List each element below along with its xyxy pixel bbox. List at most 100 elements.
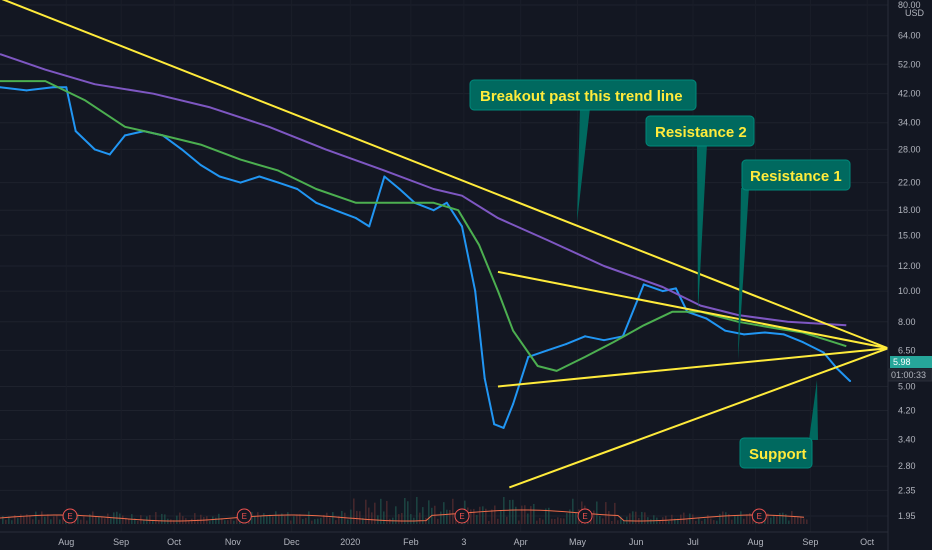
volume-bar bbox=[617, 520, 619, 524]
volume-bar bbox=[41, 511, 43, 524]
price-point bbox=[445, 201, 448, 204]
volume-bar bbox=[512, 499, 514, 524]
price-point bbox=[25, 89, 28, 92]
x-tick-label: Nov bbox=[225, 537, 242, 547]
volume-bar bbox=[323, 515, 325, 524]
volume-bar bbox=[545, 508, 547, 524]
volume-bar bbox=[533, 503, 535, 524]
svg-text:E: E bbox=[582, 512, 587, 521]
volume-bar bbox=[128, 518, 130, 524]
volume-bar bbox=[635, 511, 637, 524]
callout-breakout[interactable]: Breakout past this trend line bbox=[469, 79, 697, 222]
earnings-marker[interactable]: E bbox=[577, 508, 593, 524]
volume-bar bbox=[287, 512, 289, 524]
volume-bar bbox=[254, 516, 256, 524]
volume-bar bbox=[380, 498, 382, 524]
volume-bar bbox=[677, 518, 679, 524]
volume-bar bbox=[554, 518, 556, 524]
volume-bar bbox=[107, 513, 109, 524]
volume-bar bbox=[197, 519, 199, 524]
trend-line-3[interactable] bbox=[497, 347, 889, 388]
price-point bbox=[493, 423, 496, 426]
volume-bar bbox=[320, 517, 322, 524]
price-point bbox=[849, 380, 852, 383]
trend-line-4[interactable] bbox=[508, 347, 889, 489]
volume-bar bbox=[212, 516, 214, 524]
callout-support-text: Support bbox=[749, 446, 807, 463]
volume-bar bbox=[347, 519, 349, 524]
volume-bar bbox=[629, 513, 631, 524]
earnings-marker[interactable]: E bbox=[236, 508, 252, 524]
volume-bar bbox=[446, 509, 448, 524]
volume-bar bbox=[29, 515, 31, 524]
callout-resistance1[interactable]: Resistance 1 bbox=[738, 159, 851, 360]
price-point bbox=[602, 339, 605, 342]
volume-bar bbox=[707, 514, 709, 524]
volume-bar bbox=[14, 515, 16, 524]
x-tick-label: Aug bbox=[58, 537, 74, 547]
volume-bar bbox=[389, 518, 391, 524]
price-point bbox=[743, 333, 746, 336]
volume-bar bbox=[422, 507, 424, 524]
volume-bar bbox=[200, 514, 202, 524]
volume-bar bbox=[668, 520, 670, 524]
y-tick-label: 10.00 bbox=[898, 286, 921, 296]
volume-bar bbox=[251, 511, 253, 524]
price-point bbox=[763, 331, 766, 334]
volume-bar bbox=[152, 519, 154, 524]
callout-resistance2[interactable]: Resistance 2 bbox=[645, 115, 755, 312]
y-tick-label: 80.00 bbox=[898, 0, 921, 10]
volume-bar bbox=[182, 516, 184, 524]
volume-bar bbox=[2, 516, 4, 524]
volume-bar bbox=[122, 515, 124, 524]
volume-bar bbox=[419, 512, 421, 524]
volume-bar bbox=[737, 515, 739, 524]
price-point bbox=[354, 217, 357, 220]
volume-bar bbox=[158, 520, 160, 524]
volume-bar bbox=[449, 509, 451, 524]
callout-support[interactable]: Support bbox=[739, 380, 818, 469]
volume-bar bbox=[452, 498, 454, 524]
volume-bar bbox=[260, 516, 262, 524]
earnings-marker[interactable]: E bbox=[454, 508, 470, 524]
volume-bar bbox=[92, 511, 94, 524]
price-point bbox=[502, 426, 505, 429]
volume-bar bbox=[164, 514, 166, 524]
volume-bar bbox=[437, 518, 439, 524]
price-point bbox=[65, 86, 68, 89]
volume-bar bbox=[338, 516, 340, 524]
earnings-marker[interactable]: E bbox=[751, 508, 767, 524]
volume-bar bbox=[176, 515, 178, 524]
volume-bar bbox=[800, 517, 802, 524]
volume-bar bbox=[224, 520, 226, 524]
price-point bbox=[398, 188, 401, 191]
price-axis[interactable]: 80.00 64.00 52.00 42.00 34.00 28.00 22.00 18.00… bbox=[898, 0, 921, 521]
trend-line-2[interactable] bbox=[497, 270, 889, 350]
volume-bar bbox=[710, 518, 712, 524]
time-axis[interactable]: Aug Sep Oct Nov Dec 2020 Feb 3 Apr May Jun Jul Aug Se… bbox=[58, 537, 874, 547]
volume-bar bbox=[161, 513, 163, 524]
x-tick-label: Feb bbox=[403, 537, 419, 547]
volume-bar bbox=[194, 513, 196, 524]
x-tick-label: Apr bbox=[514, 537, 528, 547]
volume-bar bbox=[356, 510, 358, 524]
volume-bar bbox=[791, 511, 793, 524]
volume-bar bbox=[35, 511, 37, 524]
earnings-marker[interactable]: E bbox=[62, 508, 78, 524]
price-point bbox=[315, 201, 318, 204]
volume-bar bbox=[62, 517, 64, 524]
volume-bar bbox=[569, 509, 571, 524]
volume-bar bbox=[170, 519, 172, 524]
volume-bar bbox=[743, 518, 745, 524]
x-tick-label: Oct bbox=[167, 537, 182, 547]
volume-bar bbox=[302, 518, 304, 524]
volume-bar bbox=[608, 511, 610, 524]
volume-bar bbox=[728, 513, 730, 524]
price-point bbox=[123, 134, 126, 137]
volume-bar bbox=[230, 519, 232, 524]
volume-bar bbox=[275, 511, 277, 524]
volume-bar bbox=[263, 513, 265, 524]
volume-bar bbox=[773, 515, 775, 524]
